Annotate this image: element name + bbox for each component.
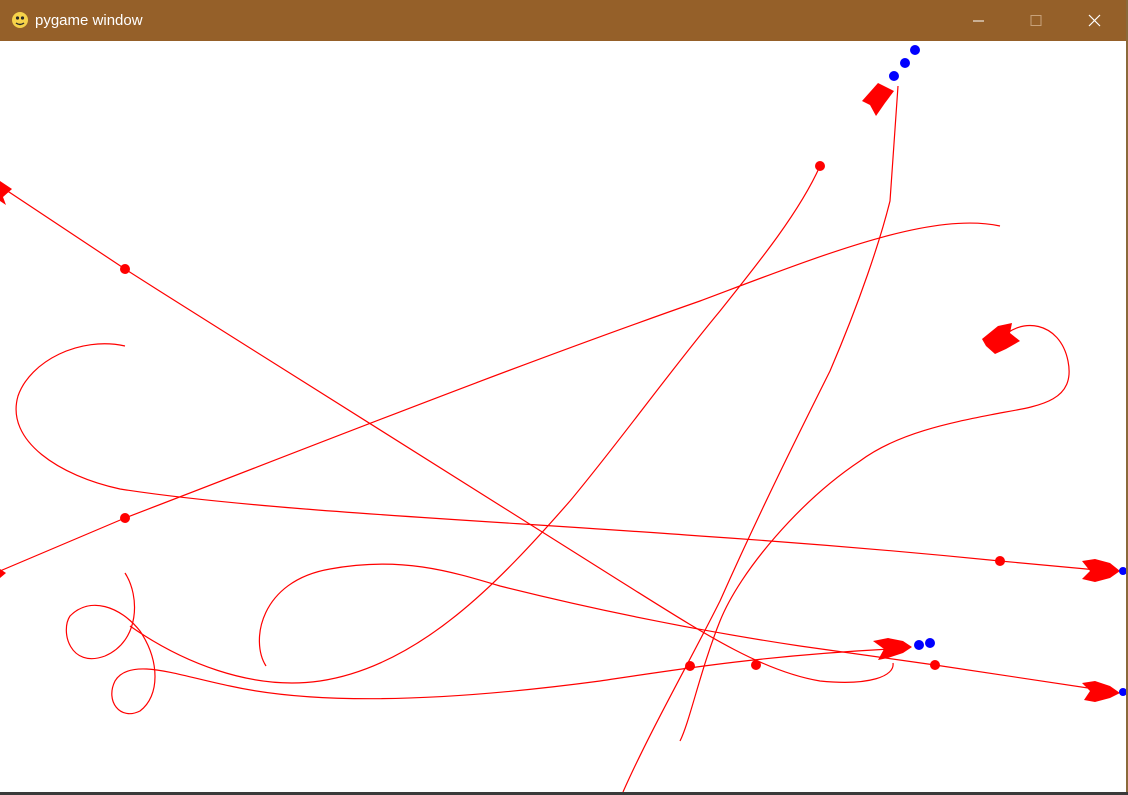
exhaust [889,45,1126,696]
missile-top [862,83,894,116]
trail-1 [622,85,899,792]
exhaust-dot [1119,567,1126,575]
missile-right-b [1082,681,1120,702]
close-icon [1088,14,1101,27]
maximize-button[interactable] [1007,0,1065,41]
missile-center [873,638,912,660]
trail-marker [685,661,695,671]
missiles [0,83,1120,702]
exhaust-dot [925,638,935,648]
window-title: pygame window [35,12,143,29]
maximize-icon [1030,15,1042,26]
close-button[interactable] [1065,0,1123,41]
exhaust-dot [889,71,899,81]
minimize-button[interactable] [949,0,1007,41]
missile-right-a [1082,559,1120,582]
title-bar[interactable]: pygame window [0,0,1126,41]
desktop-strip [0,792,1128,795]
trail-marker [995,556,1005,566]
trail-5 [679,325,1070,742]
trail-marker [120,264,130,274]
exhaust-dot [1119,688,1126,696]
missile-left-top [0,181,12,205]
trail-6 [258,563,1109,692]
missile-right-mid [982,323,1020,354]
minimize-icon [973,20,984,22]
trail-marker [120,513,130,523]
missile-left-bottom [0,569,6,578]
trail-marker [751,660,761,670]
game-canvas[interactable] [0,41,1126,792]
trail-4 [15,343,1109,572]
trail-marker [815,161,825,171]
trail-3 [0,222,1001,572]
trail-7 [65,572,891,715]
exhaust-dot [910,45,920,55]
game-scene [0,45,1126,792]
trail-marker [930,660,940,670]
pygame-snake-icon [12,12,28,28]
exhaust-dot [900,58,910,68]
trail-2 [0,185,894,683]
exhaust-dot [914,640,924,650]
trail-8 [129,165,821,684]
